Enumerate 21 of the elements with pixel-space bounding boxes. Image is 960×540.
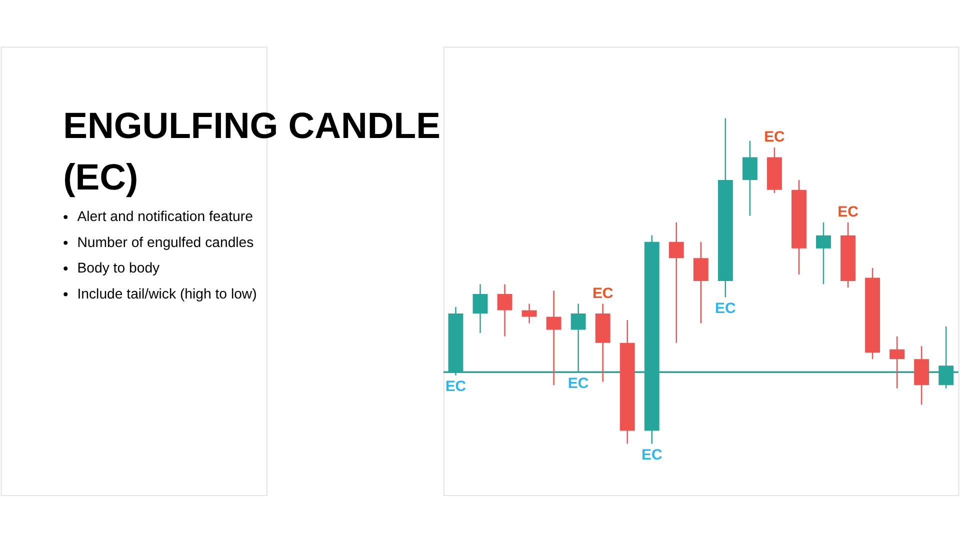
text: EC — [592, 284, 614, 302]
text: Alert and notification feature — [77, 208, 254, 224]
text: EC — [838, 204, 858, 221]
candlestick — [546, 290, 562, 386]
candlestick — [890, 336, 905, 390]
text: EC — [715, 300, 736, 318]
text: EC — [764, 128, 785, 146]
candlestick — [522, 303, 537, 324]
text: Body to body — [77, 260, 161, 276]
text: Include tail/wick (high to low) — [77, 285, 257, 302]
text: EC — [641, 446, 662, 464]
text: EC — [445, 378, 466, 396]
candlestick — [497, 284, 512, 337]
candlestick — [742, 140, 758, 216]
candlestick — [693, 241, 708, 324]
text: ENGULFING CANDLE (EC) — [63, 105, 440, 198]
candlestick — [472, 284, 488, 334]
candlestick — [668, 222, 684, 344]
text: Number of engulfed candles — [77, 234, 254, 250]
candlestick — [816, 222, 831, 285]
text: EC — [568, 374, 589, 392]
